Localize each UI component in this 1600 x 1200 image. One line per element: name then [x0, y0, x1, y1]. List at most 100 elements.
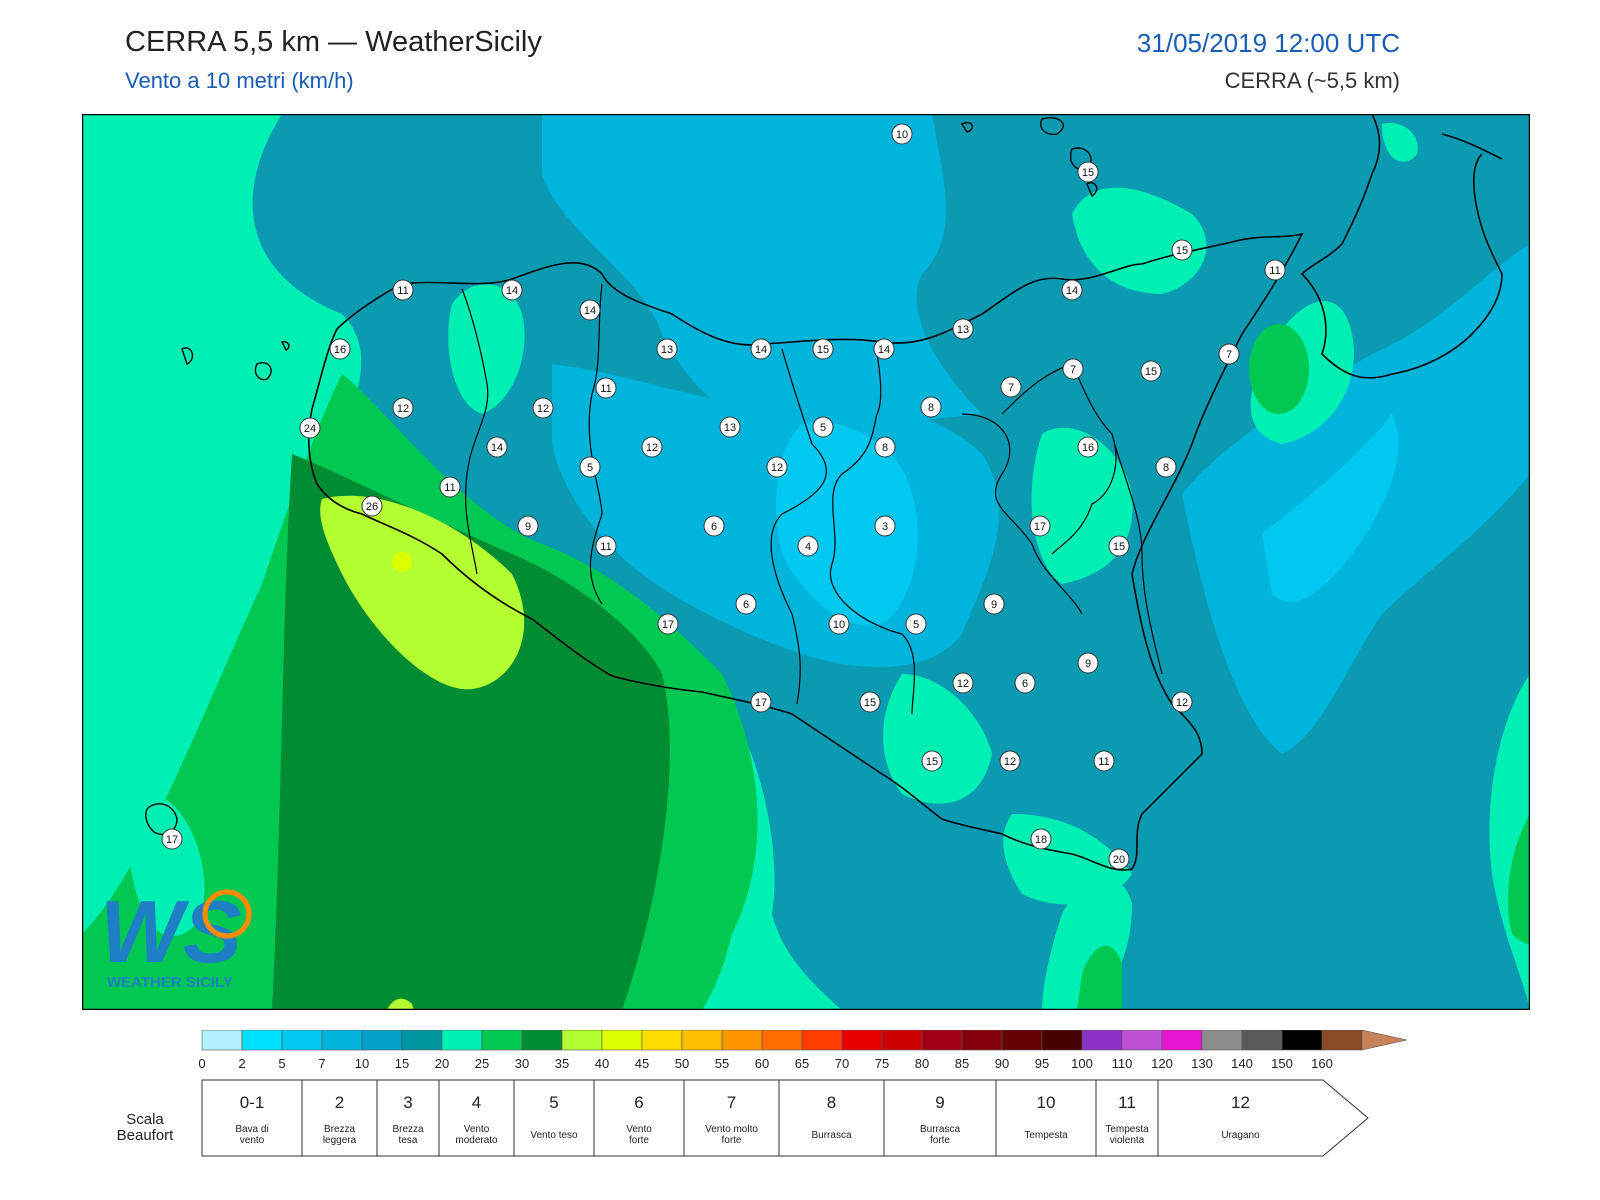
wind-speed-marker: 14: [1061, 279, 1083, 301]
wind-speed-label: 9: [1085, 658, 1091, 670]
beaufort-number: 9: [935, 1093, 944, 1112]
beaufort-description: Vento: [464, 1124, 490, 1135]
wind-speed-label: 13: [661, 344, 673, 356]
wind-speed-label: 6: [743, 599, 749, 611]
beaufort-description: Bava di: [235, 1124, 268, 1135]
wind-speed-marker: 17: [750, 691, 772, 713]
wind-speed-label: 8: [882, 442, 888, 454]
wind-speed-marker: 14: [501, 279, 523, 301]
beaufort-number: 11: [1118, 1093, 1136, 1112]
wind-peak: [392, 552, 412, 572]
color-scale-segment: [1201, 1030, 1243, 1051]
wind-speed-label: 26: [366, 501, 378, 513]
color-scale-segment: [1041, 1030, 1083, 1051]
wind-speed-marker: 12: [532, 397, 554, 419]
wind-speed-label: 5: [913, 619, 919, 631]
wind-speed-label: 14: [584, 305, 596, 317]
beaufort-description: violenta: [1110, 1135, 1145, 1146]
beaufort-description: Tempesta: [1105, 1124, 1149, 1135]
color-scale-arrow: [1361, 1030, 1408, 1051]
wind-speed-marker: 10: [891, 123, 913, 145]
color-scale-tick: 55: [715, 1056, 729, 1071]
color-scale-tick: 10: [355, 1056, 369, 1071]
wind-speed-label: 5: [587, 462, 593, 474]
map-subtitle: Vento a 10 metri (km/h): [125, 68, 354, 93]
wind-zone-trapani-n: [448, 284, 525, 414]
wind-speed-label: 14: [506, 285, 518, 297]
map-frame: [82, 114, 1530, 1010]
wind-speed-label: 12: [1176, 697, 1188, 709]
beaufort-description: forte: [930, 1135, 950, 1146]
wind-map: 1015151114111416131415141314157771112127…: [82, 114, 1530, 1010]
color-scale-segment: [881, 1030, 923, 1051]
color-scale-segment: [321, 1030, 363, 1051]
wind-speed-marker: 9: [983, 593, 1005, 615]
weathersicily-logo: WS WEATHER SICILY: [100, 882, 252, 991]
wind-speed-marker: 10: [828, 613, 850, 635]
color-scale-segment: [601, 1030, 643, 1051]
wind-speed-label: 12: [771, 462, 783, 474]
beaufort-description: Vento molto: [705, 1124, 758, 1135]
wind-speed-marker: 7: [1000, 376, 1022, 398]
wind-speed-marker: 14: [750, 338, 772, 360]
wind-speed-marker: 15: [921, 750, 943, 772]
color-scale-segment: [401, 1030, 443, 1051]
color-scale-tick: 60: [755, 1056, 769, 1071]
wind-speed-label: 17: [662, 619, 674, 631]
wind-speed-label: 12: [646, 442, 658, 454]
color-scale-segment: [681, 1030, 723, 1051]
beaufort-label-1: Scala: [126, 1111, 164, 1128]
wind-speed-label: 11: [1269, 265, 1280, 277]
wind-scale-legend: 0 2 5 7 10 15 20 25 30 35 40 45 50 55 60 65 70 75 80 85 90 95…: [117, 1030, 1408, 1157]
wind-speed-marker: 15: [859, 691, 881, 713]
wind-speed-label: 12: [537, 403, 549, 415]
wind-speed-marker: 4: [797, 535, 819, 557]
color-scale-tick: 75: [875, 1056, 889, 1071]
beaufort-description: forte: [629, 1135, 649, 1146]
wind-speed-label: 11: [600, 541, 611, 553]
wind-speed-marker: 14: [486, 436, 508, 458]
logo-letters: WS: [100, 882, 242, 981]
beaufort-level: 5 Vento teso: [513, 1079, 595, 1157]
wind-speed-label: 14: [491, 442, 503, 454]
wind-speed-marker: 16: [1077, 436, 1099, 458]
wind-zone-lipari: [1072, 187, 1207, 294]
wind-speed-label: 12: [397, 403, 409, 415]
model-resolution: CERRA (~5,5 km): [1224, 68, 1400, 93]
wind-speed-label: 11: [600, 383, 611, 395]
beaufort-description: Burrasca: [811, 1130, 851, 1141]
color-scale-segment: [1241, 1030, 1283, 1051]
wind-speed-label: 16: [1082, 442, 1094, 454]
wind-zone-south: [883, 674, 992, 804]
beaufort-level: 8 Burrasca: [778, 1079, 885, 1157]
color-scale-tick: 15: [395, 1056, 409, 1071]
beaufort-description: Tempesta: [1024, 1130, 1068, 1141]
wind-zone-west-max: [320, 495, 525, 690]
wind-speed-label: 3: [882, 521, 888, 533]
color-scale-tick: 45: [635, 1056, 649, 1071]
wind-speed-label: 8: [1163, 462, 1169, 474]
wind-speed-marker: 12: [641, 436, 663, 458]
color-scale-segment: [761, 1030, 803, 1051]
wind-zone-south-edge: [387, 998, 414, 1010]
wind-speed-label: 15: [926, 756, 938, 768]
color-scale-segment: [241, 1030, 283, 1051]
wind-speed-marker: 5: [579, 456, 601, 478]
beaufort-description: vento: [240, 1135, 265, 1146]
color-scale-tick: 120: [1151, 1056, 1173, 1071]
color-scale-segment: [521, 1030, 563, 1051]
beaufort-level: 12 Uragano: [1157, 1079, 1369, 1157]
wind-speed-marker: 26: [361, 495, 383, 517]
beaufort-number: 4: [472, 1093, 481, 1112]
beaufort-description: moderato: [455, 1135, 498, 1146]
wind-speed-label: 9: [525, 521, 531, 533]
wind-speed-marker: 7: [1218, 343, 1240, 365]
wind-speed-marker: 8: [874, 436, 896, 458]
wind-speed-label: 15: [817, 344, 829, 356]
wind-speed-label: 17: [1034, 521, 1046, 533]
color-scale-tick: 160: [1311, 1056, 1333, 1071]
color-scale-tick: 65: [795, 1056, 809, 1071]
wind-speed-marker: 12: [952, 672, 974, 694]
wind-speed-marker: 14: [873, 338, 895, 360]
